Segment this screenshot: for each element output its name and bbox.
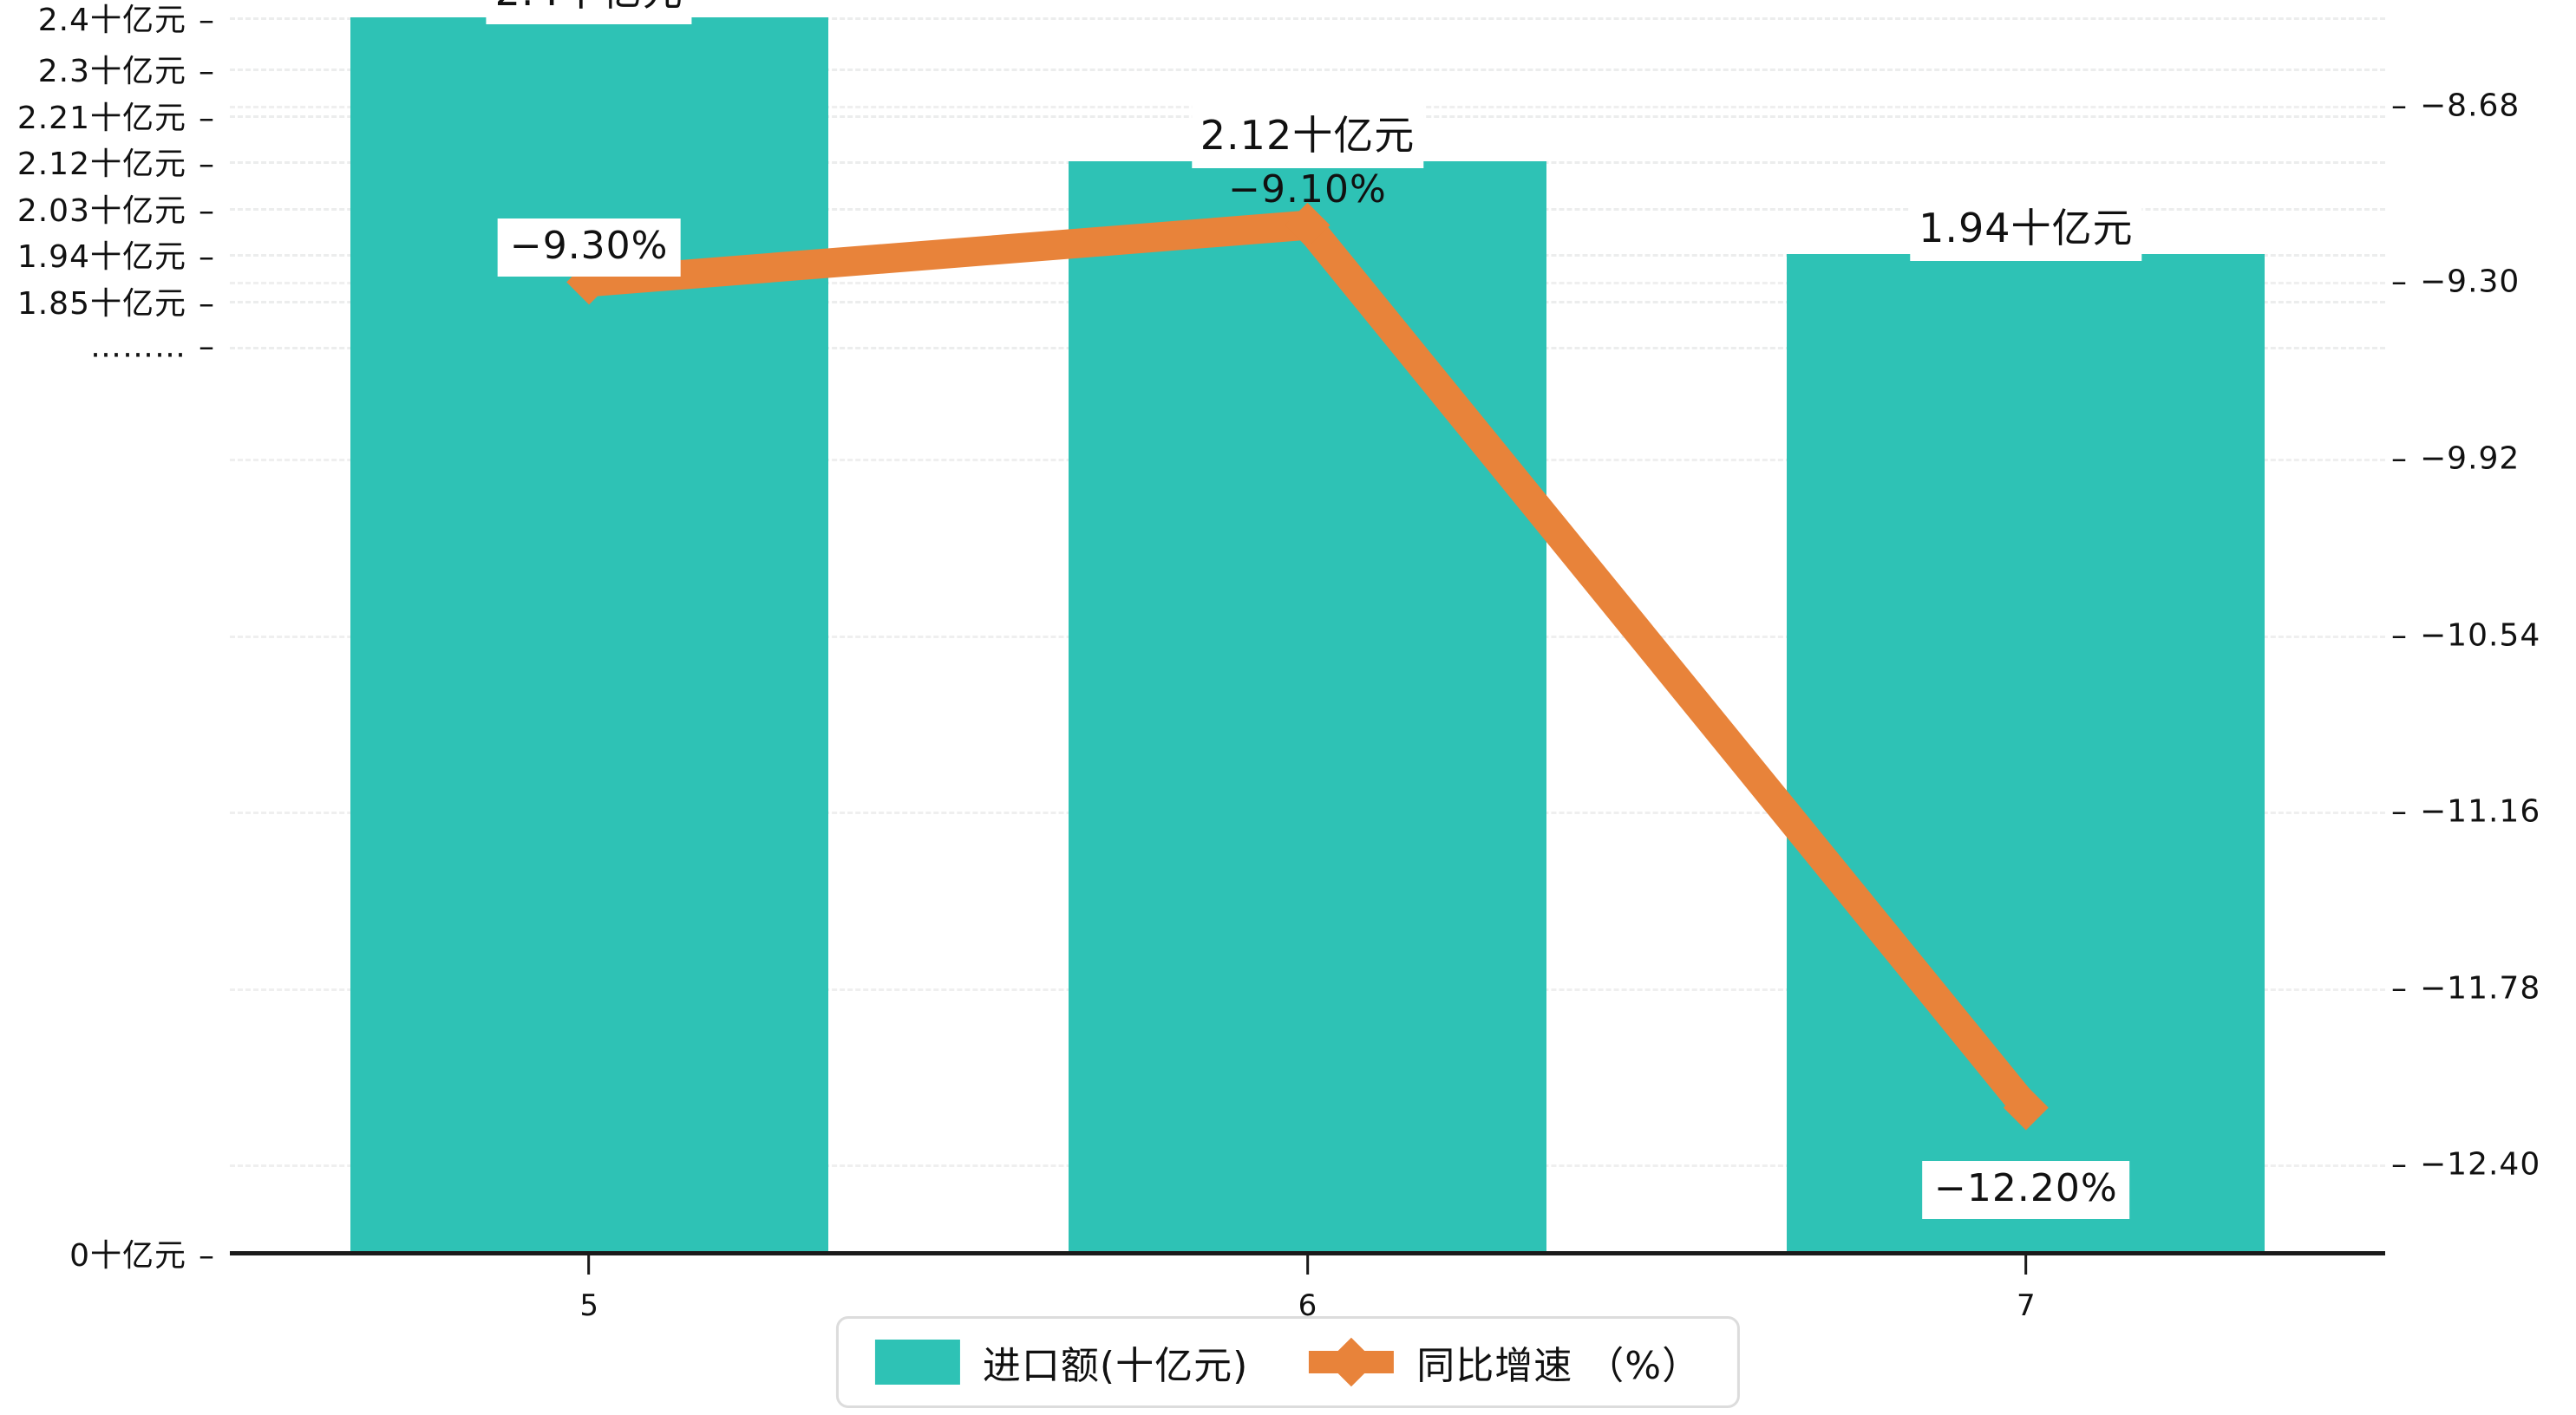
x-axis-tick: 6	[1298, 1255, 1317, 1323]
left-axis-tick: 1.94十亿元 –	[16, 239, 215, 276]
left-axis-tick: 2.03十亿元 –	[16, 192, 215, 229]
bar-value-label: 2.4十亿元	[486, 0, 692, 24]
chart-legend[interactable]: 进口额(十亿元) 同比增速 （%）	[835, 1316, 1741, 1408]
line-marker-icon[interactable]	[1285, 202, 1330, 248]
x-axis-tick: 7	[2017, 1255, 2036, 1323]
left-axis-tick: 2.12十亿元 –	[16, 147, 215, 183]
right-axis-tick: – −11.78	[2391, 970, 2541, 1007]
right-axis-tick: – −9.30	[2391, 264, 2520, 300]
gridline	[230, 17, 2385, 20]
line-value-label: −9.10%	[1228, 166, 1387, 212]
x-tick-label: 7	[2017, 1288, 2036, 1323]
bar-value-label: 1.94十亿元	[1910, 195, 2142, 262]
left-axis-tick: 2.3十亿元 –	[37, 54, 215, 90]
left-axis-tick: 0十亿元 –	[69, 1238, 215, 1274]
left-axis-tick: ……… –	[90, 329, 215, 365]
right-axis-tick: – −11.16	[2391, 793, 2541, 830]
plot-area: 2.4十亿元 2.12十亿元 1.94十亿元 −9.30% −9.10% −12.20%	[230, 0, 2385, 1253]
right-axis-tick: – −9.92	[2391, 440, 2520, 477]
line-marker-icon[interactable]	[2003, 1085, 2049, 1131]
bar-value-label: 2.12十亿元	[1191, 102, 1424, 169]
legend-item-bar[interactable]: 进口额(十亿元)	[874, 1334, 1249, 1390]
x-tick-mark	[2024, 1255, 2028, 1275]
right-axis-tick: – −12.40	[2391, 1146, 2541, 1183]
line-value-label: −12.20%	[1922, 1160, 2130, 1219]
bar[interactable]	[1069, 161, 1546, 1253]
left-axis-tick: 2.4十亿元 –	[37, 3, 215, 38]
gridline	[230, 68, 2385, 72]
legend-bar-label: 进口额(十亿元)	[982, 1344, 1249, 1388]
x-tick-label: 5	[579, 1288, 598, 1323]
trend-line[interactable]	[587, 210, 2038, 1118]
x-tick-mark	[587, 1255, 591, 1275]
legend-line-swatch	[1309, 1337, 1395, 1387]
legend-bar-swatch	[874, 1340, 960, 1385]
x-tick-mark	[1305, 1255, 1309, 1275]
line-series	[566, 202, 2049, 1131]
legend-item-line[interactable]: 同比增速 （%）	[1309, 1334, 1701, 1390]
x-tick-label: 6	[1298, 1288, 1317, 1323]
right-axis-tick: – −8.68	[2391, 88, 2520, 124]
left-axis-tick: 2.21十亿元 –	[16, 100, 215, 136]
left-axis-tick: 1.85十亿元 –	[16, 285, 215, 322]
x-axis-tick: 5	[579, 1255, 598, 1323]
x-axis-line	[230, 1251, 2385, 1255]
legend-line-marker-icon	[1326, 1337, 1376, 1387]
line-value-label: −9.30%	[497, 218, 681, 277]
right-axis-tick: – −10.54	[2391, 617, 2541, 653]
legend-line-label: 同比增速 （%）	[1416, 1344, 1702, 1388]
